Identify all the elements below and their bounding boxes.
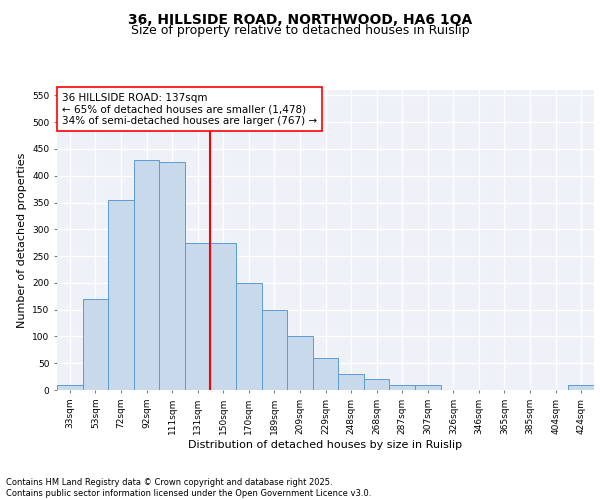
Bar (57, 384, 83, 390)
Bar (568, 384, 594, 390)
Text: Contains HM Land Registry data © Crown copyright and database right 2025.
Contai: Contains HM Land Registry data © Crown c… (6, 478, 371, 498)
Bar (83, 299, 108, 390)
Bar (389, 384, 415, 390)
Bar (313, 358, 338, 390)
Text: 36 HILLSIDE ROAD: 137sqm
← 65% of detached houses are smaller (1,478)
34% of sem: 36 HILLSIDE ROAD: 137sqm ← 65% of detach… (62, 92, 317, 126)
Bar (338, 374, 364, 390)
Bar (185, 242, 211, 390)
X-axis label: Distribution of detached houses by size in Ruislip: Distribution of detached houses by size … (188, 440, 463, 450)
Text: 36, HILLSIDE ROAD, NORTHWOOD, HA6 1QA: 36, HILLSIDE ROAD, NORTHWOOD, HA6 1QA (128, 12, 472, 26)
Bar (134, 160, 159, 390)
Bar (364, 380, 389, 390)
Bar (415, 384, 440, 390)
Bar (287, 336, 313, 390)
Bar (159, 162, 185, 390)
Bar (108, 200, 134, 390)
Bar (211, 242, 236, 390)
Text: Size of property relative to detached houses in Ruislip: Size of property relative to detached ho… (131, 24, 469, 37)
Bar (262, 310, 287, 390)
Y-axis label: Number of detached properties: Number of detached properties (17, 152, 26, 328)
Bar (236, 283, 262, 390)
